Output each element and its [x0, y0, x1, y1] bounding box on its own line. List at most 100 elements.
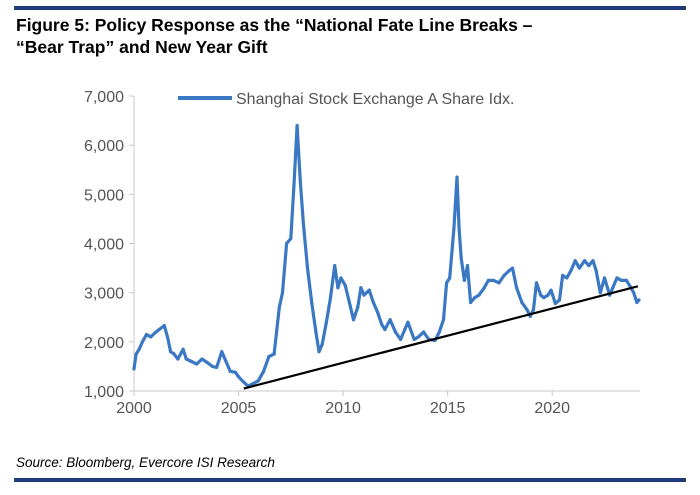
series-data-point: [267, 354, 271, 359]
series-data-point: [184, 357, 188, 361]
series-data-point: [388, 318, 392, 322]
y-tick-label: 2,000: [84, 335, 124, 352]
series-data-point: [144, 332, 149, 337]
series-data-point: [189, 359, 194, 364]
series-data-point: [486, 278, 491, 282]
series-data-point: [477, 293, 481, 297]
series-data-point: [492, 278, 496, 282]
series-data-point: [598, 291, 602, 295]
series-data-point: [520, 300, 524, 305]
series-data-point: [437, 330, 441, 334]
series-data-point: [162, 324, 166, 328]
series-data-point: [421, 330, 426, 334]
series-data-point: [591, 259, 595, 263]
series-data-point: [444, 281, 449, 285]
series-data-point: [637, 298, 641, 302]
y-tick-label: 4,000: [84, 237, 124, 254]
series-data-point: [277, 305, 281, 310]
series-data-point: [469, 300, 473, 305]
series-data-point: [452, 227, 456, 231]
series-data-point: [301, 222, 305, 226]
plot-area: [132, 123, 641, 390]
series-data-point: [602, 276, 607, 280]
series-line-shanghai-a-share: [132, 123, 641, 388]
series-data-point: [553, 301, 557, 306]
series-data-point: [134, 352, 138, 356]
series-data-point: [140, 340, 144, 344]
series-data-point: [285, 241, 289, 246]
series-data-point: [339, 276, 343, 280]
series-data-point: [195, 362, 199, 366]
y-axis-ticks: 1,000 2,000 3,000 4,000 5,000 6,000 7,000: [84, 89, 134, 401]
series-data-point: [465, 264, 470, 268]
series-data-point: [565, 276, 569, 280]
series-data-point: [569, 268, 573, 273]
series-data-point: [546, 293, 550, 297]
series-data-point: [328, 295, 333, 300]
series-data-point: [347, 300, 351, 305]
y-tick-label: 1,000: [84, 384, 124, 401]
figure-title-line-1: Figure 5: Policy Response as the “Nation…: [16, 15, 533, 35]
series-data-point: [557, 298, 562, 302]
series-data-point: [441, 318, 446, 322]
series-data-point: [132, 367, 136, 371]
series-data-point: [473, 295, 477, 300]
series-data-point: [502, 273, 506, 278]
series-data-point: [168, 350, 173, 354]
series-data-point: [224, 359, 228, 364]
series-data-point: [298, 177, 302, 182]
series-data-point: [627, 283, 632, 287]
legend: Shanghai Stock Exchange A Share Idx.: [178, 91, 514, 108]
series-data-point: [403, 327, 407, 332]
series-data-point: [310, 300, 314, 305]
series-data-point: [367, 288, 371, 292]
series-data-point: [398, 337, 403, 341]
series-data-point: [406, 320, 410, 324]
y-tick-label: 7,000: [84, 89, 124, 106]
series-data-point: [393, 330, 397, 334]
x-tick-label: 2010: [325, 400, 361, 417]
series-data-point: [632, 291, 636, 295]
series-data-point: [176, 357, 180, 361]
series-data-point: [137, 347, 141, 351]
support-trendline: [243, 285, 639, 390]
series-data-point: [356, 305, 360, 310]
series-data-point: [582, 259, 587, 263]
series-data-point: [587, 264, 591, 268]
series-data-point: [534, 281, 539, 285]
series-data-point: [561, 273, 565, 278]
series-data-point: [149, 335, 153, 339]
series-data-point: [289, 236, 293, 241]
series-data-point: [324, 320, 328, 324]
series-data-point: [573, 259, 577, 263]
series-data-point: [292, 182, 296, 187]
series-data-point: [619, 278, 623, 282]
series-data-point: [165, 335, 170, 339]
series-data-point: [635, 300, 639, 305]
series-data-point: [220, 350, 224, 354]
series-data-point: [457, 227, 461, 231]
series-data-point: [256, 379, 261, 383]
x-tick-label: 2005: [221, 400, 257, 417]
series-data-point: [314, 330, 318, 334]
series-data-point: [336, 286, 340, 290]
series-data-point: [233, 370, 238, 374]
series-data-point: [343, 283, 347, 287]
series-data-point: [510, 266, 515, 270]
top-rule: [14, 6, 686, 10]
x-axis-ticks: 2000 2005 2010 2015 2020: [116, 391, 570, 417]
series-data-point: [236, 375, 241, 379]
series-data-point: [371, 300, 376, 305]
series-data-point: [241, 379, 245, 383]
series-data-point: [455, 175, 459, 179]
x-tick-label: 2015: [430, 400, 466, 417]
series-data-point: [317, 350, 321, 354]
series-data-point: [362, 293, 366, 297]
series-data-point: [375, 310, 380, 314]
series-data-point: [542, 295, 546, 300]
series-data-point: [210, 364, 215, 369]
series-data-point: [448, 276, 452, 280]
series-data-point: [531, 308, 535, 312]
series-data-point: [611, 286, 615, 290]
series-data-point: [380, 323, 384, 327]
